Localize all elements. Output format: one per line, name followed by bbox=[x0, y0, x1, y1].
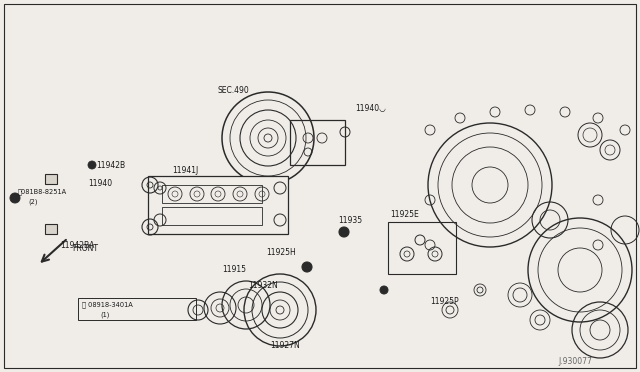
Text: 11925P: 11925P bbox=[430, 298, 459, 307]
Text: FRONT: FRONT bbox=[72, 244, 98, 253]
Circle shape bbox=[339, 227, 349, 237]
Text: 11942BA: 11942BA bbox=[60, 241, 94, 250]
Text: (2): (2) bbox=[28, 199, 38, 205]
Text: 11935: 11935 bbox=[338, 215, 362, 224]
Bar bbox=[388, 222, 456, 274]
Bar bbox=[45, 174, 57, 184]
Bar bbox=[290, 120, 345, 165]
Circle shape bbox=[302, 262, 312, 272]
Circle shape bbox=[88, 161, 96, 169]
Circle shape bbox=[10, 193, 20, 203]
Bar bbox=[45, 224, 57, 234]
Bar bbox=[162, 207, 262, 225]
Text: Ⓑ081B8-8251A: Ⓑ081B8-8251A bbox=[18, 189, 67, 195]
Text: 11941J: 11941J bbox=[172, 166, 198, 174]
Text: 11925E: 11925E bbox=[390, 209, 419, 218]
Text: 11940: 11940 bbox=[88, 179, 112, 187]
Text: Ⓝ 08918-3401A: Ⓝ 08918-3401A bbox=[82, 302, 132, 308]
Bar bbox=[148, 176, 288, 234]
Text: 11915: 11915 bbox=[222, 266, 246, 275]
Circle shape bbox=[380, 286, 388, 294]
Text: 11942B: 11942B bbox=[96, 160, 125, 170]
Text: 11927N: 11927N bbox=[270, 340, 300, 350]
Text: SEC.490: SEC.490 bbox=[218, 86, 250, 94]
Text: J.930077: J.930077 bbox=[558, 357, 592, 366]
Bar bbox=[78, 298, 196, 320]
Text: 11925H: 11925H bbox=[266, 247, 296, 257]
Text: 11940◡: 11940◡ bbox=[355, 103, 386, 112]
Bar bbox=[162, 185, 262, 203]
Text: (1): (1) bbox=[100, 312, 109, 318]
Text: 11932N: 11932N bbox=[248, 280, 278, 289]
